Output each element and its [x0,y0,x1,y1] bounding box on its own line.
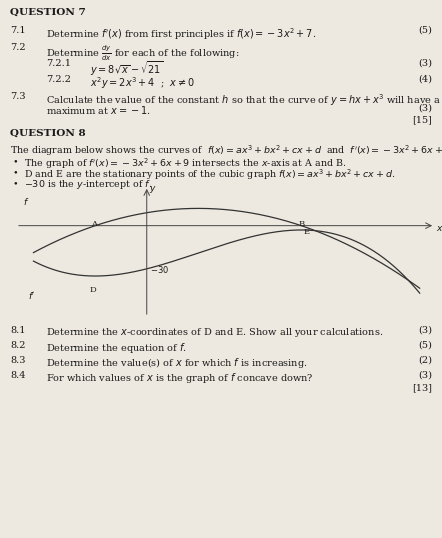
Text: 8.3: 8.3 [10,356,26,365]
Text: The graph of $f'(x) = -3x^2 + 6x + 9$ intersects the $x$-axis at A and B.: The graph of $f'(x) = -3x^2 + 6x + 9$ in… [24,156,347,171]
Text: [15]: [15] [412,115,432,124]
Text: (3): (3) [418,59,432,68]
Text: For which values of $x$ is the graph of $f$ concave down?: For which values of $x$ is the graph of … [46,371,313,385]
Text: Determine the equation of $f$.: Determine the equation of $f$. [46,341,187,355]
Text: Calculate the value of the constant $h$ so that the curve of $y = hx + x^3$ will: Calculate the value of the constant $h$ … [46,92,442,108]
Text: $y = 8\sqrt{x} - \sqrt{21}$: $y = 8\sqrt{x} - \sqrt{21}$ [90,59,164,77]
Text: Determine the $x$-coordinates of D and E. Show all your calculations.: Determine the $x$-coordinates of D and E… [46,326,383,339]
Text: (3): (3) [418,326,432,335]
Text: (3): (3) [418,371,432,380]
Text: (4): (4) [418,75,432,84]
Text: 7.2.2: 7.2.2 [46,75,71,84]
Text: $x$: $x$ [436,224,442,232]
Text: QUESTION 7: QUESTION 7 [10,8,86,17]
Text: (5): (5) [418,26,432,35]
Text: $-30$: $-30$ [150,264,169,275]
Text: D: D [89,286,96,294]
Text: $\bullet$: $\bullet$ [12,178,18,187]
Text: (3): (3) [418,104,432,113]
Text: 7.1: 7.1 [10,26,26,35]
Text: D and E are the stationary points of the cubic graph $f(x) = ax^3 + bx^2 + cx + : D and E are the stationary points of the… [24,167,395,182]
Text: 8.4: 8.4 [10,371,26,380]
Text: 7.3: 7.3 [10,92,26,101]
Text: $\bullet$: $\bullet$ [12,167,18,176]
Text: [13]: [13] [412,383,432,392]
Text: B: B [298,220,305,228]
Text: $y$: $y$ [149,184,156,195]
Text: 8.2: 8.2 [10,341,26,350]
Text: $f$: $f$ [23,196,29,207]
Text: (5): (5) [418,341,432,350]
Text: The diagram below shows the curves of  $f(x) = ax^3 + bx^2 + cx + d$  and  $f'(x: The diagram below shows the curves of $f… [10,143,442,158]
Text: $f'$: $f'$ [28,290,35,301]
Text: Determine the value(s) of $x$ for which $f$ is increasing.: Determine the value(s) of $x$ for which … [46,356,308,370]
Text: $-30$ is the $y$-intercept of $f$.: $-30$ is the $y$-intercept of $f$. [24,178,152,191]
Text: 7.2.1: 7.2.1 [46,59,71,68]
Text: A: A [91,220,97,228]
Text: $x^2y = 2x^3 + 4$  ;  $x \neq 0$: $x^2y = 2x^3 + 4$ ; $x \neq 0$ [90,75,195,91]
Text: 7.2: 7.2 [10,43,26,52]
Text: maximum at $x = -1$.: maximum at $x = -1$. [46,104,150,116]
Text: QUESTION 8: QUESTION 8 [10,129,86,138]
Text: 8.1: 8.1 [10,326,26,335]
Text: (2): (2) [418,356,432,365]
Text: E: E [303,228,309,236]
Text: Determine $\frac{dy}{dx}$ for each of the following:: Determine $\frac{dy}{dx}$ for each of th… [46,43,239,62]
Text: Determine $f'(x)$ from first principles if $f(x) = -3x^2 + 7$.: Determine $f'(x)$ from first principles … [46,26,316,42]
Text: $\bullet$: $\bullet$ [12,156,18,165]
